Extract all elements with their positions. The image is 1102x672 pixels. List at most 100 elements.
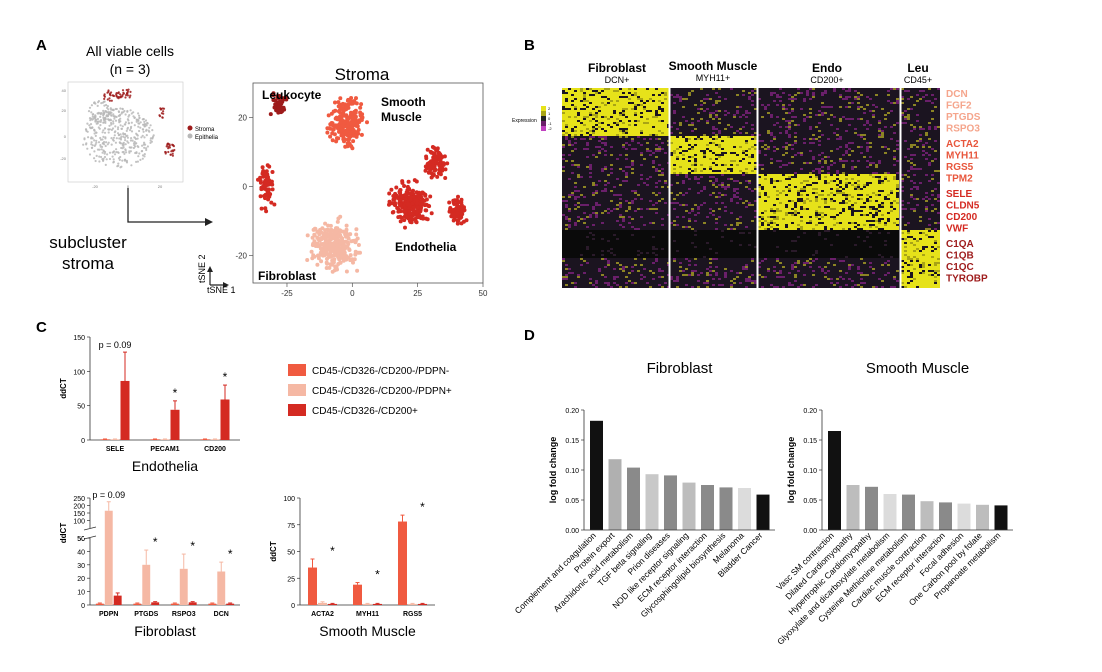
- heatmap-cell: [715, 136, 718, 138]
- epithelia-cell-point: [140, 136, 143, 139]
- stroma-cell-point: [119, 93, 122, 96]
- heatmap-cell: [661, 118, 664, 120]
- heatmap-cell: [691, 168, 694, 170]
- heatmap-cell: [848, 118, 851, 120]
- heatmap-cell: [794, 136, 797, 138]
- heatmap-cell: [890, 220, 893, 222]
- epithelia-cell-point: [117, 157, 121, 160]
- heatmap-cell: [812, 222, 815, 224]
- heatmap-cell: [592, 116, 595, 118]
- heatmap-cell: [761, 208, 764, 210]
- epithelia-cell-point: [107, 128, 110, 131]
- heatmap-cell: [604, 112, 607, 114]
- heatmap-cell: [794, 142, 797, 144]
- heatmap-cell: [631, 122, 634, 124]
- heatmap-cell: [791, 120, 794, 122]
- heatmap-cell: [625, 108, 628, 110]
- epithelia-cell-point: [123, 152, 126, 155]
- heatmap-cell: [655, 138, 658, 140]
- heatmap-cell: [619, 124, 622, 126]
- fibroblast-cell-point: [305, 233, 310, 238]
- heatmap-cell: [890, 204, 893, 206]
- heatmap-cell: [758, 226, 761, 228]
- heatmap-cell: [589, 138, 592, 140]
- heatmap-cell: [580, 118, 583, 120]
- heatmap-cell: [646, 150, 649, 152]
- heatmap-cell: [907, 176, 910, 178]
- heatmap-cell: [631, 112, 634, 114]
- heatmap-cell: [925, 210, 928, 212]
- heatmap-cell: [854, 198, 857, 200]
- heatmap-cell: [761, 104, 764, 106]
- stroma-cell-point: [164, 150, 167, 154]
- heatmap-cell: [607, 100, 610, 102]
- heatmap-cell: [854, 196, 857, 198]
- heatmap-cell: [748, 112, 751, 114]
- heatmap-cell: [697, 182, 700, 184]
- heatmap-cell: [806, 212, 809, 214]
- heatmap-cell: [619, 206, 622, 208]
- heatmap-cell: [649, 120, 652, 122]
- epithelia-cell-point: [137, 112, 140, 115]
- heatmap-cell: [592, 88, 595, 90]
- heatmap-cell: [751, 164, 754, 166]
- heatmap-cell: [818, 226, 821, 228]
- heatmap-cell: [863, 108, 866, 110]
- heatmap-cell: [901, 122, 904, 124]
- heatmap-cell: [646, 96, 649, 98]
- heatmap-cell: [748, 98, 751, 100]
- epithelia-cell-point: [124, 158, 127, 161]
- heatmap-cell: [875, 224, 878, 226]
- heatmap-cell: [857, 184, 860, 186]
- heatmap-cell: [703, 138, 706, 140]
- heatmap-cell: [643, 116, 646, 118]
- heatmap-cell: [782, 154, 785, 156]
- heatmap-cell: [751, 170, 754, 172]
- heatmap-cell: [637, 126, 640, 128]
- heatmap-cell: [919, 126, 922, 128]
- heatmap-cell: [577, 94, 580, 96]
- epithelia-cell-point: [102, 157, 105, 160]
- epithelia-cell-point: [123, 136, 127, 139]
- heatmap-cell: [685, 156, 688, 158]
- heatmap-cell: [758, 98, 761, 100]
- heatmap-cell: [845, 208, 848, 210]
- heatmap-cell: [655, 194, 658, 196]
- heatmap-cell: [827, 196, 830, 198]
- heatmap-cell: [655, 98, 658, 100]
- epithelia-cell-point: [121, 144, 124, 147]
- heatmap-cell: [592, 154, 595, 156]
- heatmap-cell: [788, 224, 791, 226]
- heatmap-cell: [767, 212, 770, 214]
- heatmap-cell: [830, 202, 833, 204]
- heatmap-cell: [857, 190, 860, 192]
- epithelia-cell-point: [122, 150, 125, 154]
- heatmap-cell: [619, 126, 622, 128]
- heatmap-cell: [818, 188, 821, 190]
- heatmap-cell: [622, 218, 625, 220]
- heatmap-cell: [589, 164, 592, 166]
- heatmap-cell: [836, 212, 839, 214]
- endothelia-cell-point: [443, 176, 448, 180]
- heatmap-cell: [745, 186, 748, 188]
- heatmap-cell: [679, 168, 682, 170]
- epithelia-cell-point: [108, 151, 112, 154]
- heatmap-cell: [842, 184, 845, 186]
- stroma-cell-point: [128, 96, 131, 99]
- heatmap-cell: [565, 218, 568, 220]
- heatmap-cell: [803, 206, 806, 208]
- heatmap-cell: [634, 126, 637, 128]
- epithelia-cell-point: [93, 139, 96, 142]
- heatmap-cell: [574, 96, 577, 98]
- heatmap-cell: [779, 218, 782, 220]
- heatmap-cell: [788, 206, 791, 208]
- heatmap-cell: [604, 118, 607, 120]
- epithelia-cell-point: [138, 129, 141, 133]
- heatmap-cell: [634, 104, 637, 106]
- heatmap-cell: [851, 192, 854, 194]
- heatmap-cell: [655, 130, 658, 132]
- heatmap-cell: [697, 148, 700, 150]
- heatmap-cell: [922, 150, 925, 152]
- heatmap-cell: [709, 164, 712, 166]
- heatmap-cell: [712, 148, 715, 150]
